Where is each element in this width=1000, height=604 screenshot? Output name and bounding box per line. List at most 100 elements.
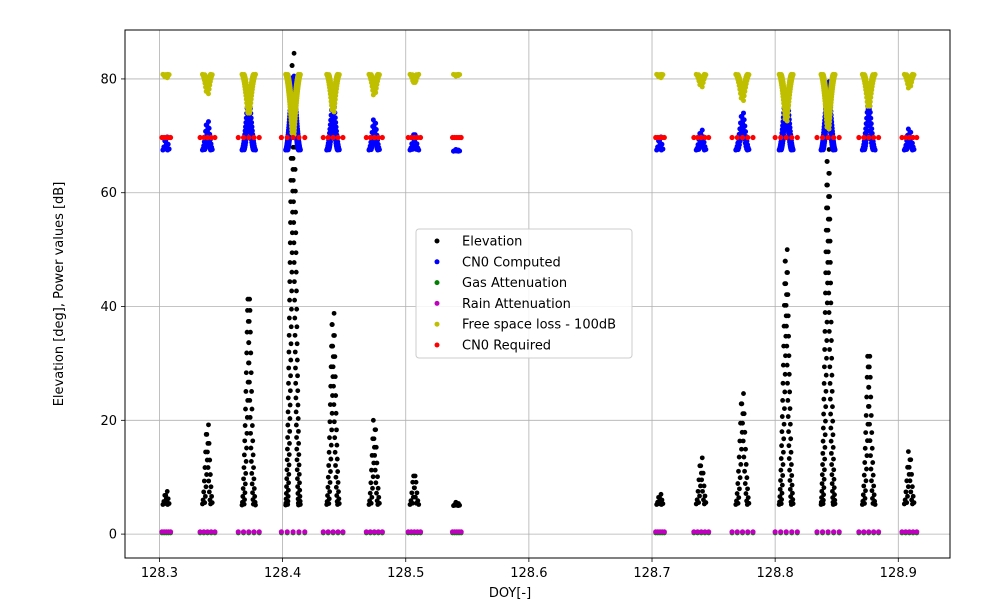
- grid-layer: [125, 30, 950, 558]
- elevation-point: [821, 476, 827, 482]
- elevation-point: [783, 281, 789, 287]
- legend-label: Rain Attenuation: [462, 297, 571, 312]
- elevation-point: [369, 494, 375, 500]
- elevation-point: [285, 422, 291, 428]
- elevation-point: [827, 194, 832, 199]
- elevation-point: [828, 411, 834, 417]
- cn0-required-point: [772, 134, 778, 141]
- elevation-point: [782, 389, 788, 395]
- elevation-point: [292, 167, 298, 172]
- elevation-point: [822, 329, 828, 334]
- elevation-point: [867, 353, 873, 359]
- elevation-point: [286, 462, 292, 468]
- elevation-point: [829, 462, 835, 467]
- elevation-point: [828, 319, 834, 325]
- elevation-point: [328, 456, 334, 462]
- elevation-point: [786, 443, 792, 449]
- elevation-point: [828, 450, 834, 456]
- elevation-point: [829, 388, 835, 394]
- elevation-point: [780, 362, 786, 368]
- elevation-point: [870, 460, 876, 465]
- elevation-point: [871, 483, 877, 489]
- elevation-point: [863, 430, 869, 436]
- rain-attenuation-point: [783, 529, 789, 535]
- elevation-point: [331, 402, 337, 407]
- elevation-point: [910, 501, 915, 507]
- elevation-point: [779, 429, 785, 435]
- cn0-required-point: [819, 134, 826, 141]
- elevation-point: [251, 476, 257, 482]
- elevation-point: [296, 502, 301, 508]
- elevation-point: [286, 380, 291, 386]
- elevation-point: [248, 430, 253, 436]
- elevation-point: [906, 464, 912, 470]
- elevation-point: [863, 413, 869, 418]
- elevation-point: [247, 307, 253, 313]
- elevation-point: [326, 449, 332, 455]
- elevation-point: [742, 481, 748, 486]
- elevation-point: [287, 440, 292, 446]
- elevation-point: [909, 484, 915, 490]
- elevation-point: [286, 365, 292, 371]
- elevation-point: [867, 421, 872, 427]
- elevation-point: [781, 421, 787, 427]
- elevation-point: [827, 380, 833, 386]
- legend-label: Elevation: [462, 235, 522, 250]
- rain-attenuation-point: [363, 529, 369, 535]
- elevation-point: [826, 329, 832, 334]
- elevation-point: [864, 394, 870, 400]
- elevation-point: [295, 402, 301, 408]
- elevation-point: [248, 350, 254, 356]
- y-axis-label: Elevation [deg], Power values [dB]: [52, 182, 67, 407]
- cn0-required-point: [379, 134, 385, 141]
- elevation-point: [786, 456, 792, 461]
- elevation-point: [242, 438, 248, 444]
- elevation-point: [910, 493, 916, 499]
- rain-attenuation-point: [861, 529, 867, 535]
- elevation-point: [331, 310, 337, 316]
- elevation-point: [246, 340, 252, 346]
- elevation-point: [285, 395, 291, 401]
- elevation-point: [784, 362, 790, 368]
- x-tick-label: 128.3: [141, 566, 178, 581]
- elevation-point: [288, 373, 293, 379]
- elevation-point: [788, 436, 794, 442]
- cn0-required-point: [167, 134, 174, 141]
- elevation-point: [249, 471, 255, 476]
- elevation-point: [373, 427, 379, 433]
- x-tick-label: 128.8: [757, 566, 794, 581]
- elevation-point: [416, 502, 422, 507]
- elevation-point: [293, 250, 299, 256]
- elevation-point: [296, 428, 301, 434]
- elevation-point: [412, 485, 417, 491]
- rain-attenuation-point: [702, 529, 708, 535]
- elevation-point: [780, 398, 786, 403]
- cn0-required-point: [906, 134, 912, 141]
- elevation-point: [414, 490, 420, 496]
- cn0-required-point: [739, 134, 746, 141]
- rain-attenuation-point: [836, 529, 842, 535]
- cn0-computed-point: [788, 147, 794, 153]
- cn0-required-point: [914, 134, 920, 141]
- rain-attenuation-point: [340, 529, 346, 535]
- elevation-point: [249, 423, 255, 428]
- elevation-point: [820, 450, 826, 456]
- elevation-point: [294, 341, 300, 347]
- elevation-point: [200, 497, 206, 503]
- cn0-required-point: [320, 134, 326, 141]
- elevation-point: [373, 444, 379, 450]
- free-space-loss-point: [744, 71, 750, 77]
- elevation-point: [293, 365, 298, 371]
- rain-attenuation-point: [814, 529, 820, 535]
- rain-attenuation-point: [914, 529, 920, 535]
- elevation-point: [830, 432, 836, 438]
- elevation-point: [734, 491, 740, 496]
- elevation-point: [333, 484, 339, 490]
- elevation-point: [868, 466, 874, 472]
- rain-attenuation-point: [417, 529, 424, 535]
- rain-attenuation-point: [367, 529, 373, 535]
- rain-attenuation-point: [871, 529, 877, 535]
- cn0-computed-point: [416, 147, 422, 153]
- elevation-point: [294, 306, 300, 312]
- rain-attenuation-point: [197, 529, 203, 535]
